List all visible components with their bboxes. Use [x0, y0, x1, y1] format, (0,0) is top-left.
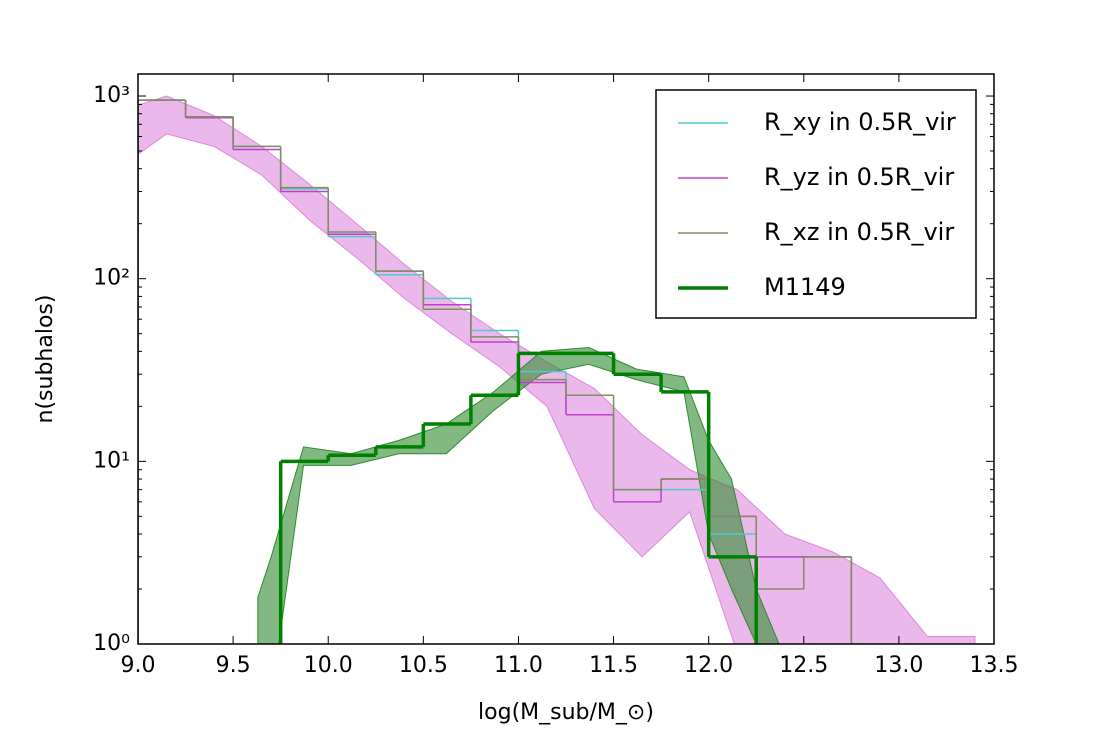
histograms [138, 99, 853, 644]
x-tick-label: 11.0 [494, 653, 543, 678]
x-tick-label: 9.5 [216, 653, 251, 678]
x-tick-label: 12.5 [779, 653, 828, 678]
x-tick-label: 12.0 [684, 653, 733, 678]
y-tick-label: 10² [93, 266, 130, 291]
y-axis-label: n(subhalos) [33, 295, 58, 424]
legend-label: R_xy in 0.5R_vir [764, 108, 956, 136]
y-tick-label: 10¹ [93, 448, 130, 473]
y-tick-label: 10⁰ [93, 631, 130, 656]
x-tick-label: 10.0 [304, 653, 353, 678]
x-tick-label: 11.5 [589, 653, 638, 678]
legend-label: R_yz in 0.5R_vir [764, 163, 954, 191]
legend-label: M1149 [764, 273, 846, 301]
x-tick-label: 13.0 [874, 653, 923, 678]
legend-label: R_xz in 0.5R_vir [764, 218, 954, 246]
ticks: 9.0 9.5 10.0 10.5 11.0 11.5 12.0 12.5 13.0 13.5 10… [93, 74, 1018, 678]
plot-frame [137, 73, 995, 645]
y-tick-label: 10³ [93, 83, 130, 108]
x-tick-label: 9.0 [121, 653, 156, 678]
x-tick-label: 13.5 [970, 653, 1019, 678]
legend: R_xy in 0.5R_vir R_yz in 0.5R_vir R_xz in … [655, 89, 977, 319]
x-tick-label: 10.5 [399, 653, 448, 678]
legend-box [655, 89, 977, 319]
x-axis-label: log(M_sub/M_⊙) [478, 700, 654, 725]
